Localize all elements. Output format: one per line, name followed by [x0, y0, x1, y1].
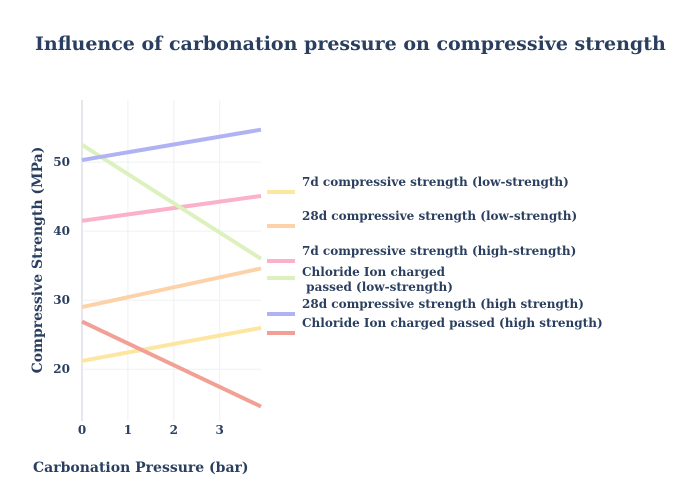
legend-label: 7d compressive strength (low-strength) — [302, 175, 569, 189]
legend-label: 7d compressive strength (high-strength) — [302, 244, 576, 258]
series-line-1 — [81, 325, 262, 363]
legend-label: 28d compressive strength (high strength) — [302, 297, 584, 311]
series-line-4 — [80, 143, 263, 261]
x-tick-label: 2 — [170, 423, 178, 437]
legend-item: 28d compressive strength (low-strength) — [267, 209, 577, 228]
legend-item: Chloride Ion charged passed (low-strengt… — [267, 265, 453, 294]
x-tick-label: 1 — [124, 423, 132, 437]
x-tick-label: 3 — [216, 423, 224, 437]
axis-ticks: 0 1 2 3 20 30 40 50 — [53, 155, 224, 437]
legend-item: 7d compressive strength (high-strength) — [267, 244, 576, 263]
y-axis-title: Compressive Strength (MPa) — [30, 147, 46, 374]
chart-title: Influence of carbonation pressure on com… — [35, 33, 666, 55]
legend-label: 28d compressive strength (low-strength) — [302, 209, 577, 223]
series-line-6 — [81, 319, 262, 409]
y-tick-label: 30 — [53, 293, 70, 307]
legend-item: Chloride Ion charged passed (high streng… — [267, 316, 603, 335]
plot-area — [80, 127, 263, 409]
y-tick-label: 20 — [53, 362, 70, 376]
grid — [81, 100, 261, 421]
y-tick-label: 50 — [53, 155, 70, 169]
series-line-3 — [81, 193, 262, 223]
series-line-2 — [81, 266, 262, 310]
legend-item: 7d compressive strength (low-strength) — [267, 175, 569, 194]
x-axis-title: Carbonation Pressure (bar) — [33, 460, 249, 476]
legend-label: Chloride Ion charged passed (low-strengt… — [302, 265, 453, 294]
legend-item: 28d compressive strength (high strength) — [267, 297, 584, 316]
y-tick-label: 40 — [53, 224, 70, 238]
legend: 7d compressive strength (low-strength) 28… — [267, 175, 603, 335]
series-line-5 — [81, 127, 262, 163]
legend-label: Chloride Ion charged passed (high streng… — [302, 316, 603, 330]
x-tick-label: 0 — [78, 423, 86, 437]
